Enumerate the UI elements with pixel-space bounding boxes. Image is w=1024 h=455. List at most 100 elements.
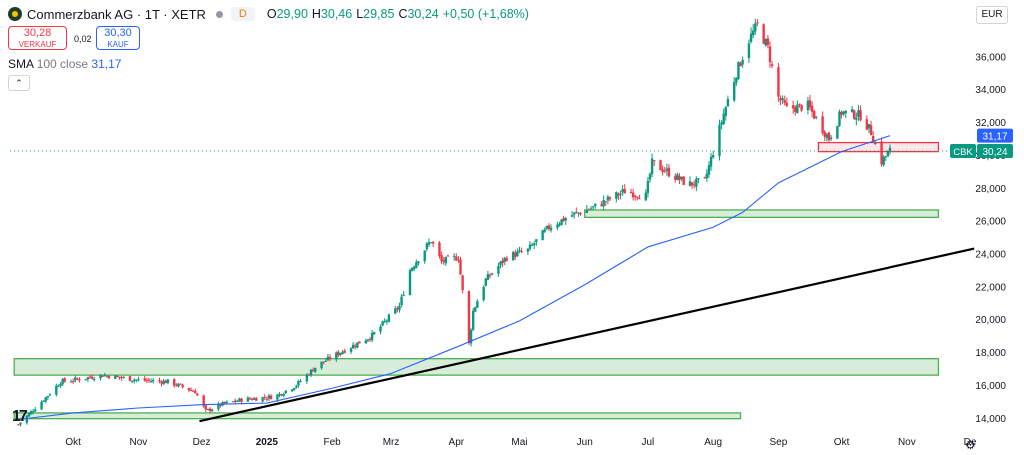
indicator-params: 100 close (36, 57, 89, 71)
x-tick-label: Jul (641, 437, 654, 448)
candle-body (857, 110, 860, 117)
candle-body (741, 59, 744, 65)
candle-body (604, 201, 607, 203)
candle-body (577, 212, 580, 214)
candle-body (810, 105, 814, 112)
candle-body (838, 111, 841, 126)
candle-body (579, 213, 582, 215)
candle-body (400, 296, 403, 306)
candle-body (558, 223, 561, 226)
candle-body (269, 395, 273, 400)
candle-body (160, 381, 163, 384)
candle-body (497, 265, 500, 274)
candle-body (120, 377, 123, 379)
candle-body (231, 401, 235, 403)
candle-body (631, 192, 635, 198)
candle-body (78, 379, 81, 381)
candle-body (90, 376, 94, 379)
tradingview-logo-icon[interactable]: 17 (12, 408, 28, 425)
candle-body (267, 395, 271, 399)
candle-body (682, 176, 685, 185)
indicator-legend[interactable]: SMA 100 close 31,17 (8, 57, 121, 71)
candle-body (276, 394, 279, 400)
sell-button[interactable]: 30,28 VERKAUF (8, 26, 67, 50)
candle-body (762, 24, 765, 44)
candle-body (19, 422, 22, 425)
candle-body (311, 369, 315, 372)
candle-body (516, 251, 519, 257)
candle-body (320, 361, 323, 369)
candle-body (103, 375, 106, 377)
candle-body (265, 398, 269, 400)
candle-body (210, 409, 214, 412)
candle-body (882, 156, 885, 166)
candle-body (236, 400, 239, 402)
candle-body (865, 119, 869, 130)
candle-body (781, 98, 784, 100)
candle-body (754, 23, 757, 32)
support-zone-1 (13, 412, 742, 420)
x-tick-label: Okt (834, 437, 850, 448)
candle-body (263, 396, 266, 398)
close-label: C (398, 7, 408, 21)
candle-body (547, 225, 551, 229)
candle-body (785, 102, 789, 106)
candle-body (570, 215, 574, 217)
candle-body (867, 123, 871, 129)
dividend-badge[interactable]: D (230, 7, 255, 21)
candle-body (791, 105, 795, 109)
candle-body (484, 278, 487, 286)
candle-body (305, 374, 309, 382)
candle-body (461, 275, 464, 291)
candle-body (217, 403, 220, 410)
candle-body (46, 396, 50, 398)
candle-body (533, 243, 536, 245)
candle-body (518, 250, 521, 252)
zones-layer (13, 141, 940, 420)
candle-body (413, 266, 416, 269)
candle-body (358, 341, 361, 344)
candle-body (204, 405, 207, 410)
candle-body (234, 400, 237, 402)
candle-body (486, 274, 490, 280)
candle-body (423, 250, 426, 262)
candle-body (282, 394, 285, 396)
candle-body (431, 241, 435, 244)
candle-body (337, 351, 340, 356)
x-tick-label: Dez (193, 437, 211, 448)
y-tick-label: 36,000 (975, 52, 1006, 63)
support-zone-2 (584, 209, 940, 219)
candle-body (695, 178, 698, 187)
candle-body (343, 350, 346, 353)
buy-button[interactable]: 30,30 KAUF (96, 26, 140, 50)
symbol-title[interactable]: Commerzbank AG · 1T · XETR (27, 6, 206, 22)
candle-body (446, 255, 450, 257)
candle-body (238, 398, 241, 402)
gear-icon[interactable]: ⚙ (965, 438, 976, 452)
commerzbank-logo-icon (8, 7, 22, 21)
candle-body (351, 344, 355, 349)
x-tick-label: De (964, 437, 977, 448)
currency-button[interactable]: EUR (976, 6, 1008, 24)
candle-body (840, 111, 843, 115)
low-label: L (356, 7, 364, 21)
low-value: 29,85 (363, 7, 395, 21)
candle-body (474, 307, 477, 312)
candle-body (815, 116, 818, 118)
candle-body (225, 401, 229, 404)
candle-body (280, 394, 283, 396)
candle-body (676, 174, 679, 180)
candle-body (520, 251, 523, 253)
collapse-legend-button[interactable]: ⌃ (8, 75, 30, 91)
candle-body (884, 156, 887, 158)
candle-body (379, 326, 382, 332)
candles-layer (17, 18, 892, 427)
candle-body (737, 61, 740, 79)
candle-body (149, 381, 153, 383)
candle-body (739, 63, 742, 67)
candle-body (278, 393, 281, 396)
candle-body (373, 332, 376, 335)
candle-body (122, 376, 125, 378)
candle-body (31, 411, 35, 413)
